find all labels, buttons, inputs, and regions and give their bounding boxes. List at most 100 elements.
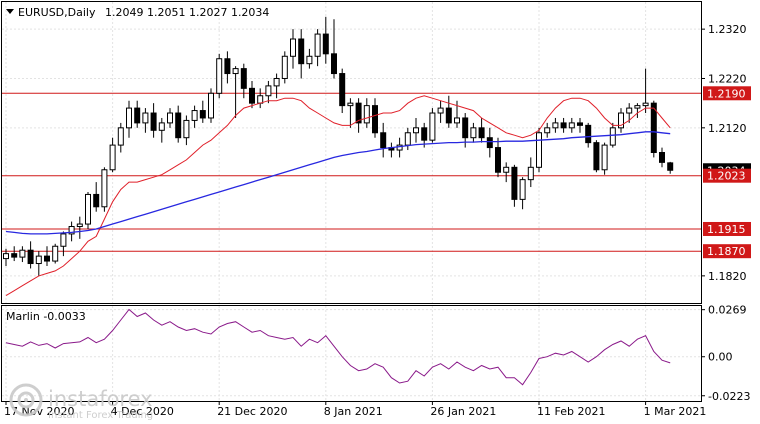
candle-body (85, 193, 91, 225)
instaforex-logo-icon (9, 383, 43, 417)
time-tick-label: 1 Mar 2021 (644, 405, 707, 418)
candle-body (11, 253, 18, 258)
candle-body (249, 87, 255, 104)
candle-body (19, 249, 26, 258)
candle-body (281, 55, 288, 79)
candle-body (175, 112, 182, 139)
level-price-label: 1.1870 (707, 245, 746, 258)
candle (380, 122, 387, 158)
candle (372, 98, 378, 138)
watermark-tagline: Instant Forex Trading (48, 410, 153, 421)
candle (347, 98, 354, 128)
level-price-tag (703, 168, 751, 183)
candle (68, 221, 75, 242)
candle (568, 117, 575, 133)
candle-body (363, 105, 370, 124)
candle (273, 73, 280, 99)
candle-body (52, 245, 59, 262)
candle (85, 191, 91, 229)
candle-body (3, 253, 9, 260)
candle (331, 19, 337, 79)
candle-body (44, 255, 50, 262)
candle (142, 108, 149, 133)
price-tick-label: 1.2320 (708, 23, 747, 36)
candle-body (199, 110, 206, 119)
candle-body (142, 112, 149, 124)
candle-body (306, 55, 313, 65)
candle (486, 127, 493, 158)
candle-body (642, 102, 649, 107)
candle (437, 100, 444, 123)
candle-body (273, 77, 280, 87)
candle-body (544, 127, 551, 134)
candle (626, 103, 633, 123)
candle-body (650, 102, 657, 153)
candle-body (503, 166, 510, 173)
level-price-label: 1.2023 (707, 170, 746, 183)
candle-body (527, 166, 534, 181)
candle (560, 117, 567, 133)
candle-body (68, 226, 75, 235)
candle (183, 115, 190, 146)
candle-body (27, 249, 34, 265)
candle (93, 182, 100, 212)
candle (199, 100, 206, 123)
candle-body (429, 112, 436, 141)
grid-lines (2, 2, 701, 401)
candle (478, 117, 485, 143)
candle (19, 246, 26, 263)
candle-body (290, 38, 296, 57)
ma-fast-line (5, 95, 671, 297)
price-tick-label: 1.2220 (708, 72, 747, 85)
main-plot-frame (1, 1, 702, 304)
candle (314, 29, 321, 67)
candle-body (585, 124, 592, 144)
candle-body (339, 73, 346, 107)
symbol-menu[interactable]: EURUSD,Daily 1.2049 1.2051 1.2027 1.2034 (6, 6, 269, 19)
candle-body (322, 33, 329, 55)
candle (216, 53, 223, 99)
candle (552, 117, 559, 133)
candle (429, 108, 436, 143)
osc-tick-label: 0.0269 (708, 304, 747, 317)
candle (322, 16, 329, 64)
level-price-label: 1.2190 (707, 87, 746, 100)
candle (208, 88, 214, 123)
candle (101, 167, 108, 212)
candle-body (478, 127, 485, 139)
candle (503, 162, 510, 183)
candle-body (265, 85, 272, 97)
symbol-title: EURUSD,Daily 1.2049 1.2051 1.2027 1.2034 (18, 6, 269, 19)
moving-averages (5, 95, 671, 297)
candle-body (93, 193, 100, 208)
time-tick-label: 11 Feb 2021 (537, 405, 605, 418)
candle-body (495, 147, 501, 173)
candle (290, 29, 296, 69)
candle-body (355, 102, 362, 124)
candle-body (101, 169, 108, 208)
level-price-tag (703, 244, 751, 259)
candle (232, 66, 239, 118)
candle (495, 137, 501, 178)
candle (601, 142, 608, 175)
candle (35, 251, 42, 276)
level-price-tag (703, 86, 751, 101)
candle (298, 29, 305, 79)
candle-body (659, 152, 665, 163)
time-tick-label: 8 Jan 2021 (324, 405, 383, 418)
time-axis: 17 Nov 2020 4 Dec 2020 21 Dec 2020 8 Jan 20… (4, 401, 706, 418)
candle (585, 122, 592, 148)
candle-body (404, 132, 411, 146)
candle-body (298, 38, 305, 65)
candle-body (486, 137, 493, 149)
candle (511, 164, 518, 207)
candle-body (314, 33, 321, 57)
candle (134, 100, 141, 128)
candle-body (216, 58, 223, 94)
dropdown-arrow-icon[interactable] (6, 9, 14, 14)
candle (224, 51, 231, 84)
candle-body (437, 107, 444, 114)
candle-body (183, 119, 190, 139)
candle-body (191, 110, 198, 121)
